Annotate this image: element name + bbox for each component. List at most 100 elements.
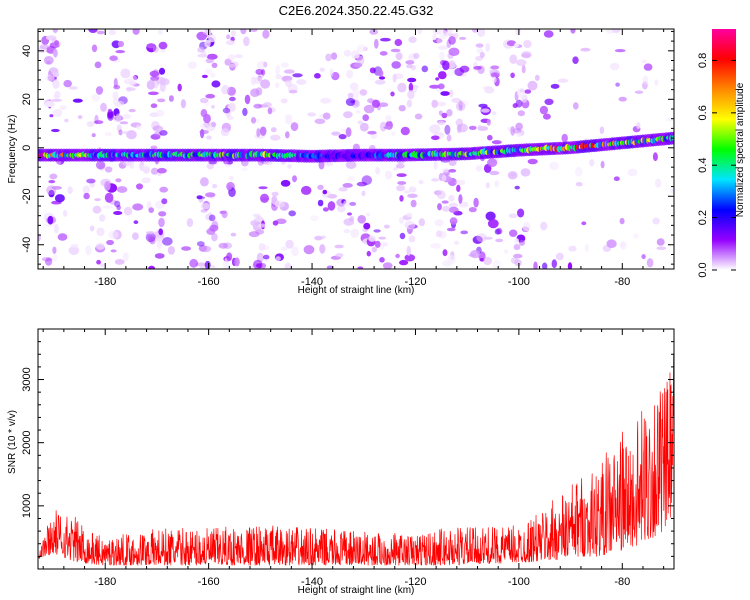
heatmap-cell (512, 103, 518, 109)
heatmap-cell (475, 43, 484, 48)
heatmap-cell (359, 122, 369, 132)
heatmap-cell (157, 98, 166, 103)
heatmap-cell (345, 98, 356, 106)
heatmap-cell (102, 205, 114, 209)
colorbar-label: Normalized spectral amplitude (735, 82, 746, 217)
heatmap-cell (652, 152, 658, 162)
heatmap-cell (618, 96, 627, 102)
heatmap-cell (589, 159, 595, 167)
heatmap-cell (317, 184, 324, 190)
y-tick-label: 3000 (21, 367, 33, 391)
heatmap-cell (342, 183, 353, 188)
heatmap-cell (539, 105, 549, 115)
y-tick-label: 0 (21, 145, 33, 151)
heatmap-cell (98, 163, 106, 171)
heatmap-cell (357, 266, 364, 269)
heatmap-cell (374, 38, 379, 49)
heatmap-cell (255, 87, 263, 96)
heatmap-cell (393, 167, 398, 171)
y-tick-label: 2000 (21, 430, 33, 454)
heatmap-cell (431, 135, 440, 141)
heatmap-cell (492, 76, 497, 83)
heatmap-cell (599, 126, 605, 134)
heatmap-cell (448, 159, 457, 166)
heatmap-cell (343, 49, 352, 57)
heatmap-cell (99, 263, 105, 267)
heatmap-cell (64, 118, 69, 123)
heatmap-cell (384, 224, 390, 229)
heatmap-cell (378, 69, 384, 77)
heatmap-cell (126, 130, 137, 140)
heatmap-cell (399, 217, 404, 224)
heatmap-cell (349, 82, 359, 91)
heatmap-cell (391, 61, 402, 69)
heatmap-cell (437, 83, 445, 90)
heatmap-cell (479, 266, 487, 269)
heatmap-cell (325, 53, 332, 62)
heatmap-cell (372, 99, 380, 109)
spectrogram-y-ticks: -40 -20 0 20 40 (21, 30, 674, 265)
heatmap-cell (508, 213, 518, 219)
heatmap-cell (280, 98, 288, 104)
heatmap-cell (99, 214, 106, 222)
heatmap-cell (373, 229, 381, 233)
heatmap-cell (159, 130, 168, 136)
heatmap-cell (107, 108, 112, 113)
heatmap-cell (141, 177, 151, 184)
heatmap-cell (152, 79, 159, 89)
heatmap-cell (394, 38, 403, 47)
heatmap-cell (441, 205, 451, 212)
heatmap-cell (509, 54, 518, 64)
heatmap-cell (186, 218, 194, 228)
heatmap-cell (228, 63, 236, 68)
heatmap-cell (104, 166, 113, 173)
heatmap-cell (361, 190, 366, 197)
heatmap-cell (510, 72, 515, 79)
heatmap-cell (210, 265, 216, 268)
heatmap-cell (86, 121, 95, 127)
heatmap-cell (85, 245, 92, 256)
heatmap-cell (366, 250, 371, 257)
heatmap-cell (91, 44, 98, 53)
heatmap-cell (390, 91, 395, 97)
heatmap-cell (288, 210, 297, 217)
heatmap-cell (100, 102, 107, 112)
heatmap-cell (88, 29, 98, 33)
heatmap-cell (619, 240, 627, 250)
y-tick-label: 1000 (21, 494, 33, 518)
heatmap-cell (91, 93, 101, 102)
heatmap-cell (514, 259, 522, 267)
heatmap-cell (472, 235, 483, 244)
heatmap-cell (441, 168, 450, 173)
heatmap-cell (515, 29, 521, 36)
heatmap-cell (91, 133, 96, 138)
heatmap-cell (150, 133, 161, 140)
heatmap-cell (200, 245, 212, 253)
heatmap-cell (161, 198, 168, 205)
x-tick-label: -180 (94, 276, 116, 288)
heatmap-cell (567, 262, 573, 269)
colorbar: 0.0 0.2 0.4 0.6 0.8 Normalized spectral ampl… (697, 29, 746, 278)
heatmap-cell (396, 184, 406, 192)
heatmap-cell (223, 261, 230, 269)
x-tick-label: -160 (198, 576, 220, 588)
heatmap-cell (513, 244, 521, 251)
heatmap-cell (104, 192, 114, 203)
heatmap-cell (512, 127, 522, 134)
heatmap-cell (448, 195, 455, 202)
heatmap-cell (51, 98, 62, 102)
heatmap-cell (285, 116, 293, 125)
heatmap-cell (574, 166, 583, 177)
heatmap-cell (146, 43, 156, 49)
x-tick-label: -140 (301, 276, 323, 288)
heatmap-cell (457, 123, 468, 133)
heatmap-cell (551, 259, 557, 269)
heatmap-cell (114, 101, 122, 108)
heatmap-cell (633, 233, 639, 239)
heatmap-cell (438, 71, 447, 80)
heatmap-cell (59, 105, 67, 111)
heatmap-cell (513, 253, 523, 259)
snr-x-axis-label: Height of straight line (km) (298, 585, 415, 596)
heatmap-cell (218, 242, 228, 249)
heatmap-cell (356, 181, 368, 187)
